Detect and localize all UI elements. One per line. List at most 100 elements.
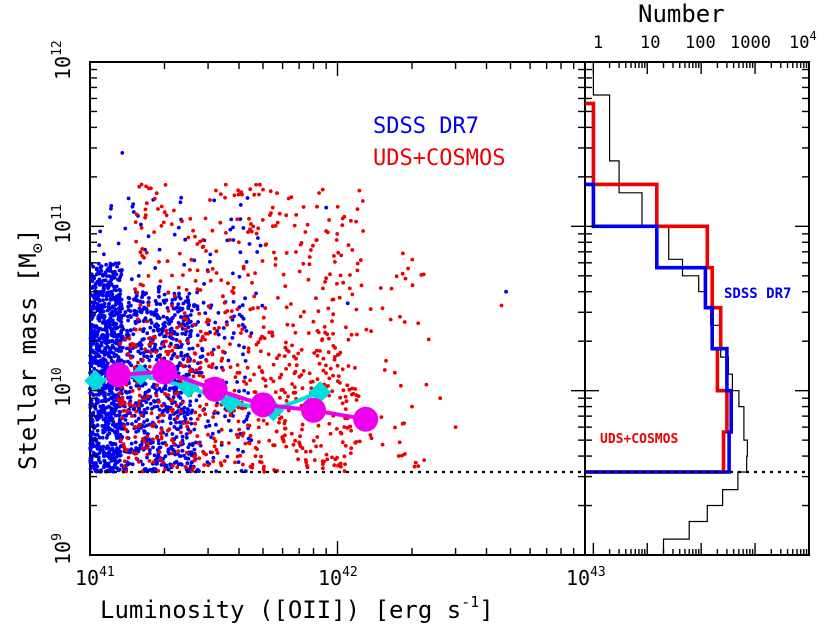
scatter-point: [105, 444, 110, 449]
scatter-point: [247, 411, 251, 416]
scatter-point: [219, 278, 224, 282]
scatter-point: [171, 441, 176, 446]
scatter-point: [162, 210, 167, 215]
scatter-point: [403, 276, 408, 281]
scatter-point: [254, 291, 258, 296]
scatter-point: [101, 454, 106, 458]
scatter-point: [246, 230, 250, 235]
scatter-point: [164, 443, 169, 447]
scatter-point: [287, 362, 292, 367]
scatter-point: [95, 433, 100, 437]
scatter-point: [319, 444, 323, 448]
scatter-point: [342, 454, 347, 459]
scatter-point: [129, 303, 133, 308]
scatter-point: [164, 432, 169, 437]
scatter-point: [192, 454, 197, 459]
scatter-point: [258, 349, 263, 354]
scatter-point: [380, 442, 385, 447]
scatter-point: [198, 239, 203, 244]
scatter-point: [208, 198, 212, 202]
scatter-point: [174, 338, 179, 342]
scatter-point: [241, 316, 246, 321]
scatter-point: [141, 358, 145, 362]
scatter-point: [109, 319, 113, 323]
scatter-point: [343, 394, 348, 399]
scatter-point: [221, 294, 225, 299]
scatter-point: [267, 438, 272, 443]
scatter-point: [214, 365, 219, 370]
scatter-point: [92, 329, 96, 334]
scatter-point: [294, 356, 298, 361]
scatter-point: [124, 469, 129, 474]
scatter-point: [145, 434, 150, 439]
scatter-point: [248, 378, 253, 383]
scatter-point: [188, 216, 193, 221]
scatter-point: [158, 431, 163, 436]
median-circle-marker: [301, 397, 327, 423]
scatter-point: [137, 184, 142, 189]
scatter-point: [106, 454, 111, 459]
scatter-point: [147, 296, 151, 300]
scatter-point: [156, 207, 160, 211]
scatter-point: [111, 262, 115, 267]
scatter-point: [189, 329, 194, 333]
scatter-point: [157, 407, 162, 412]
scatter-point: [100, 435, 105, 440]
scatter-point: [186, 325, 191, 330]
scatter-point: [245, 414, 250, 419]
scatter-point: [261, 325, 266, 329]
scatter-point: [154, 388, 159, 393]
scatter-point: [211, 347, 216, 352]
y-tick-label-1e10: 1010: [50, 367, 75, 407]
scatter-point: [114, 433, 119, 438]
scatter-point: [283, 390, 287, 395]
scatter-point: [139, 442, 144, 447]
scatter-point: [335, 363, 340, 368]
hist-tick-100: 100: [685, 33, 716, 53]
scatter-point: [293, 438, 297, 443]
scatter-point: [149, 441, 153, 445]
scatter-point: [283, 433, 287, 438]
scatter-point: [303, 230, 308, 234]
scatter-point: [185, 295, 190, 300]
scatter-point: [263, 384, 268, 388]
scatter-point: [90, 430, 95, 434]
scatter-point: [178, 396, 183, 400]
scatter-point: [191, 228, 196, 233]
scatter-point: [134, 212, 139, 217]
scatter-point: [134, 451, 139, 456]
scatter-point: [342, 214, 347, 219]
scatter-point: [355, 261, 360, 266]
scatter-point: [119, 426, 124, 431]
scatter-point: [283, 284, 288, 288]
scatter-point: [248, 307, 253, 312]
scatter-point: [174, 420, 179, 425]
scatter-point: [277, 211, 282, 216]
scatter-point: [96, 458, 101, 462]
scatter-point: [104, 337, 109, 341]
scatter-point: [384, 358, 388, 363]
scatter-point: [173, 313, 177, 317]
scatter-point: [122, 424, 127, 429]
scatter-point: [308, 449, 313, 454]
scatter-point: [149, 354, 154, 358]
scatter-point: [184, 411, 189, 415]
scatter-point: [242, 388, 247, 393]
scatter-point: [270, 224, 275, 229]
scatter-point: [314, 296, 318, 301]
scatter-point: [157, 332, 162, 337]
scatter-point: [192, 322, 197, 327]
scatter-point: [142, 408, 147, 412]
scatter-point: [114, 393, 118, 397]
scatter-point: [311, 438, 316, 443]
scatter-point: [139, 226, 144, 230]
scatter-point: [332, 357, 337, 362]
scatter-point: [304, 460, 309, 465]
scatter-point: [171, 386, 175, 391]
scatter-point: [246, 346, 251, 351]
scatter-point: [193, 410, 198, 415]
scatter-point: [149, 411, 154, 416]
scatter-point: [169, 317, 174, 321]
scatter-point: [154, 350, 158, 354]
scatter-point: [125, 328, 129, 333]
